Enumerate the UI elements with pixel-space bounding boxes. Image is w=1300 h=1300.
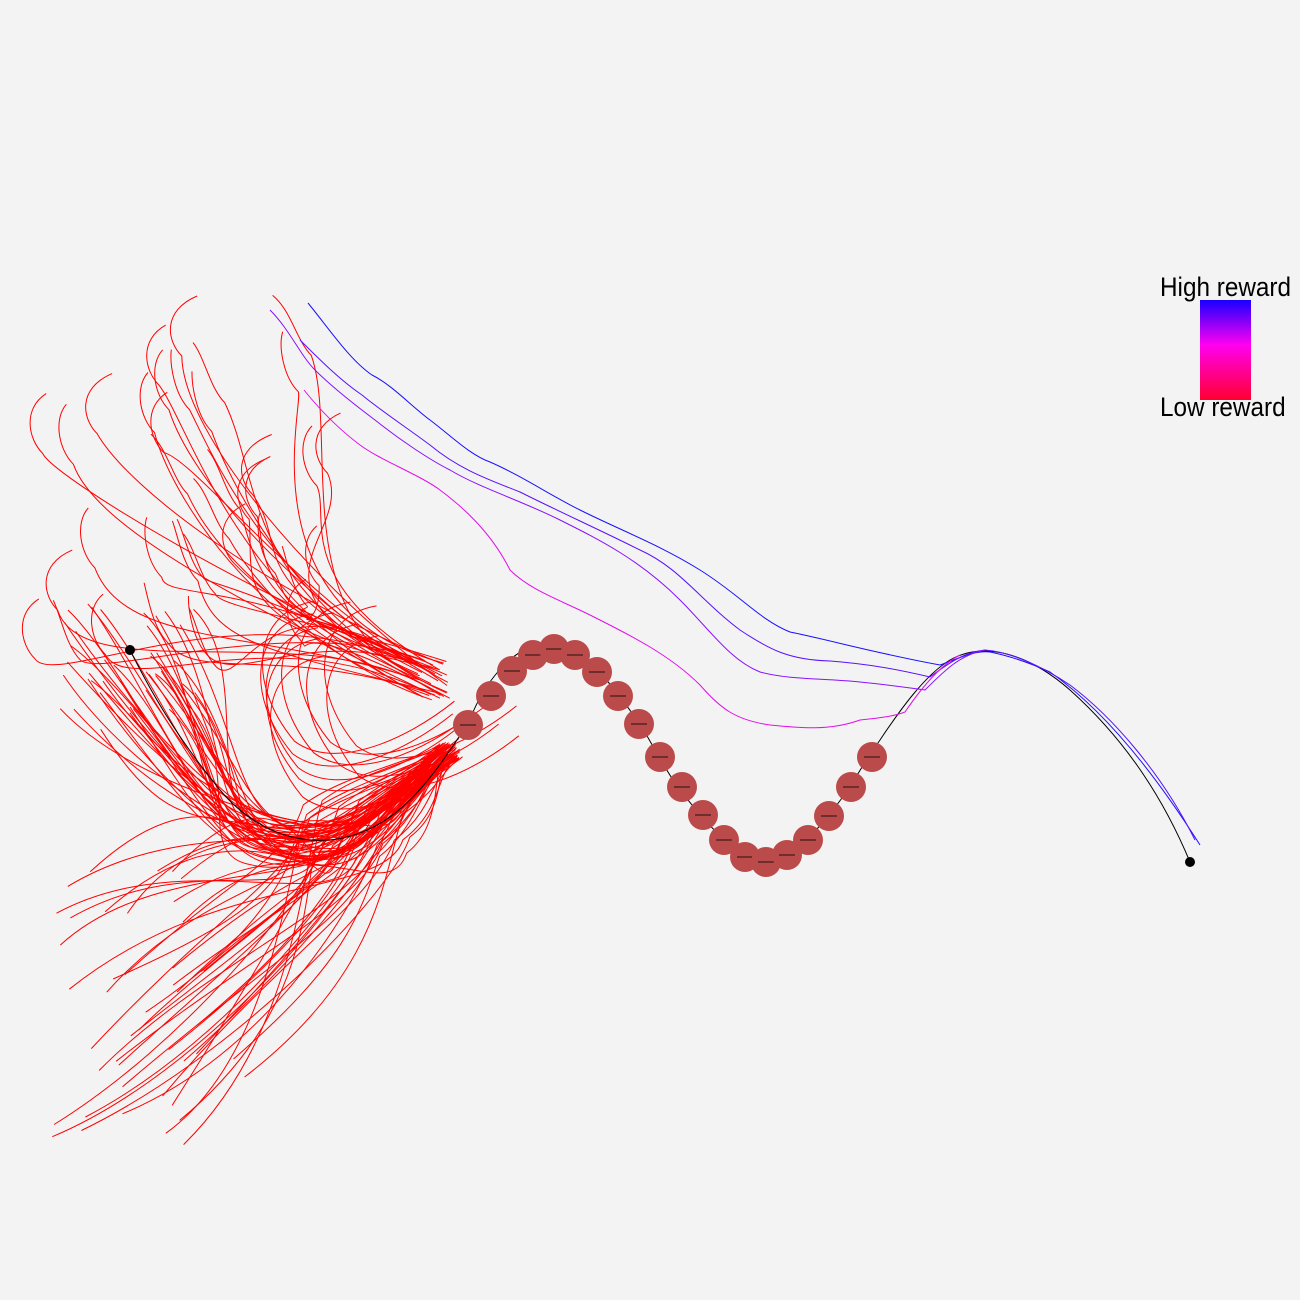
trajectory-red [53,757,437,1125]
trajectory-red [165,750,440,1134]
trajectory-red [124,745,438,976]
goal-point [1185,857,1195,867]
trajectory-red [187,595,448,676]
trajectory-red [171,748,440,1106]
trajectory-red [80,507,420,681]
trajectory-red [191,371,447,694]
trajectory-red [144,517,443,677]
trajectory-purple [269,309,986,691]
trajectory-red [270,656,463,810]
trajectory-red [326,635,520,789]
trajectory-red [280,331,444,664]
legend-low-label: Low reward [1160,392,1286,422]
trajectory-red [188,606,422,671]
trajectory-red [222,503,441,696]
trajectory-red [173,754,454,903]
start-point [125,645,135,655]
trajectory-red [302,425,441,671]
reward-colorbar [1200,300,1251,400]
trajectory-red [162,757,454,1097]
low-reward-trajectories [21,295,520,1145]
trajectory-red [126,746,449,914]
high-reward-trajectories [269,302,1201,846]
trajectory-red [52,600,434,666]
trajectory-magenta [303,389,961,729]
trajectory-red [305,525,422,666]
legend-high-label: High reward [1160,272,1292,302]
trajectory-red [112,756,446,980]
trajectory-red [45,549,445,698]
trajectory-red [139,372,430,696]
trajectory-red [171,520,438,694]
trajectory-red [260,613,454,767]
trajectory-red [59,753,439,946]
trajectory-red [308,412,419,675]
trajectory-red [265,627,459,781]
trajectory-red [85,746,445,1118]
trajectory-red [172,757,457,986]
trajectory-red [272,295,420,677]
trajectory-red [298,601,491,755]
trajectory-blue [307,302,1201,846]
trajectory-red [122,754,438,1115]
trajectory-red [176,518,425,670]
trajectory-red [182,747,450,923]
trajectory-red [90,745,452,1049]
trajectory-red [58,403,441,699]
trajectory-red [73,708,443,838]
trajectory-red [91,593,432,695]
trajectory-red [168,757,444,1050]
trajectory-red [196,757,451,1055]
trajectory-red [170,349,430,672]
trajectory-red [192,342,432,685]
trajectory-red [21,598,426,669]
trajectory-red [193,478,432,701]
trajectory-red [89,757,460,873]
trajectory-red [150,433,423,697]
trajectory-red [324,605,517,759]
trajectory-red [233,746,453,1060]
trajectory-red [102,680,457,826]
trajectory-red [262,600,455,754]
trajectory-red [68,758,456,990]
trajectory-violet [299,339,1196,841]
trajectory-red [281,612,474,766]
trajectory-red [266,638,460,792]
trajectory-red [183,745,441,1145]
trajectory-red [155,615,459,857]
obstacle-chain [453,634,887,877]
trajectory-red [244,758,460,1078]
trajectory-red [115,754,449,1062]
